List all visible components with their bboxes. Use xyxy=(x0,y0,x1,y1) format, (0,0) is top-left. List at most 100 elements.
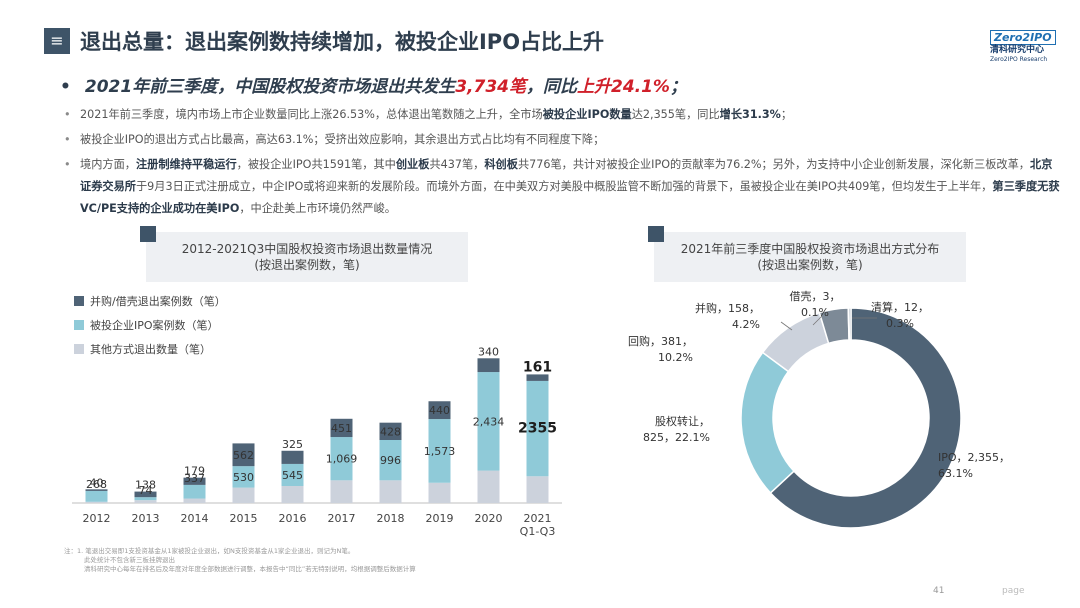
slice-label-1-line2: 825，22.1% xyxy=(643,431,710,444)
bar-chart-header-square xyxy=(140,226,156,242)
data-label-2018-series-2: 428 xyxy=(380,425,401,438)
bullet-3-bold-3: 科创板 xyxy=(484,158,518,171)
logo-cn: 清科研究中心 xyxy=(990,45,1045,55)
data-label-2019-series-2: 440 xyxy=(429,404,450,417)
bar-2020-series-2 xyxy=(477,358,500,373)
legend-swatch-2 xyxy=(74,296,84,306)
slice-label-3-line2: 4.2% xyxy=(732,318,760,331)
foot-notes: 注：1. 笔退出交易即1支投资基金从1家被投企业退出，如N支投资基金从1家企业退… xyxy=(64,547,416,574)
legend-label-0: 其他方式退出数量（笔） xyxy=(90,342,211,356)
x-tick-label-2012: 2012 xyxy=(83,512,111,525)
slice-label-0-line2: 63.1% xyxy=(938,467,973,480)
page-label: page xyxy=(1002,586,1025,596)
pie-chart-subtitle: (按退出案例数，笔) xyxy=(757,258,863,272)
note-1: 注：1. 笔退出交易即1支投资基金从1家被投企业退出，如N支投资基金从1家企业退… xyxy=(64,547,355,555)
bar-2015-series-0 xyxy=(232,487,255,503)
data-label-2020-series-1: 2,434 xyxy=(473,415,505,428)
page-number: 41 xyxy=(933,586,945,596)
data-label-2015-series-1: 530 xyxy=(233,471,254,484)
data-label-2013-series-1: 74 xyxy=(139,484,153,497)
data-label-2017-series-2: 451 xyxy=(331,422,352,435)
bar-chart-title: 2012-2021Q3中国股权投资市场退出数量情况 xyxy=(181,242,433,256)
page-title: 退出总量：退出案例数持续增加，被投企业IPO占比上升 xyxy=(80,30,605,54)
bar-chart-header: 2012-2021Q3中国股权投资市场退出数量情况 (按退出案例数，笔) xyxy=(140,226,468,282)
bar-2013-series-0 xyxy=(134,500,157,503)
bar-2016-series-1 xyxy=(281,463,304,486)
data-label-2016-series-1: 545 xyxy=(282,469,303,482)
bar-2021-series-1 xyxy=(526,380,549,477)
pie-chart-header: 2021年前三季度中国股权投资市场退出方式分布 (按退出案例数，笔) xyxy=(648,226,966,282)
data-label-2013-series-2: 138 xyxy=(135,479,156,492)
donut-slice-1 xyxy=(740,351,795,495)
headline-text-2: ，同比 xyxy=(525,77,577,97)
bullet-3: 境内方面，注册制维持平稳运行，被投企业IPO共1591笔，其中创业板共437笔，… xyxy=(62,154,1062,220)
bullet-1-text: 2021年前三季度，境内市场上市企业数量同比上涨26.53%，总体退出笔数随之上… xyxy=(80,108,543,121)
bullet-3-bold-2: 创业板 xyxy=(395,158,430,171)
x-tick-label-2013: 2013 xyxy=(132,512,160,525)
donut-slice-5 xyxy=(848,307,852,341)
bar-2018-series-0 xyxy=(379,480,402,503)
bullet-1: 2021年前三季度，境内市场上市企业数量同比上涨26.53%，总体退出笔数随之上… xyxy=(62,104,1062,126)
bar-2014-series-1 xyxy=(183,484,206,499)
legend-label-2: 并购/借壳退出案例数（笔） xyxy=(90,294,226,308)
bullet-1-bold-2: 增长31.3% xyxy=(719,108,781,121)
bullet-3-bold-4: 北京证券交易所 xyxy=(80,158,1053,193)
data-label-2012-series-2: 40 xyxy=(90,476,104,489)
x-tick-label-2021-sub: Q1-Q3 xyxy=(520,525,556,538)
headline: • 2021年前三季度，中国股权投资市场退出共发生3,734笔，同比上升24.1%… xyxy=(60,72,687,97)
bullet-1-bold: 被投企业IPO数量 xyxy=(542,108,632,121)
bar-2015-series-1 xyxy=(232,466,255,488)
bar-2017-series-0 xyxy=(330,480,353,503)
bar-2016-series-0 xyxy=(281,485,304,503)
bullet-3-end: ，中企赴美上市环境仍然严峻。 xyxy=(239,202,396,215)
slice-label-5-line1: 清算，12， xyxy=(871,300,929,314)
x-tick-label-2018: 2018 xyxy=(377,512,405,525)
bar-2012-series-0 xyxy=(85,501,108,503)
bar-2019-series-1 xyxy=(428,419,451,483)
bullet-3-bold-5: 第三季度无获VC/PE支持的企业成功在美IPO xyxy=(80,180,1060,215)
x-tick-label-2017: 2017 xyxy=(328,512,356,525)
data-label-2016-series-2: 325 xyxy=(282,438,303,451)
data-label-2018-series-1: 996 xyxy=(380,454,401,467)
data-label-2020-series-2: 340 xyxy=(478,345,499,358)
leader-line-1 xyxy=(812,315,823,326)
slice-label-4-line2: 0.1% xyxy=(801,306,829,319)
leader-line-0 xyxy=(780,321,793,331)
data-label-2014-series-1: 337 xyxy=(184,472,205,485)
bar-2013-series-1 xyxy=(134,497,157,501)
slice-label-2-line1: 回购，381， xyxy=(628,334,693,348)
bar-2021-series-2 xyxy=(526,374,549,381)
slice-label-1-line1: 股权转让， xyxy=(655,414,710,428)
bullet-3-text-3: 共437笔， xyxy=(429,158,485,171)
bullet-3-bold: 注册制维持平稳运行 xyxy=(135,158,237,171)
legend-label-1: 被投企业IPO案例数（笔） xyxy=(90,318,219,332)
headline-bullet: • xyxy=(60,77,71,97)
bullet-2-text: 被投企业IPO的退出方式占比最高，高达63.1%；受挤出效应影响，其余退出方式占… xyxy=(80,133,605,146)
x-tick-label-2020: 2020 xyxy=(475,512,503,525)
bullet-3-text-5: 于9月3日正式注册成立，中企IPO或将迎来新的发展阶段。而境外方面，在中美双方对… xyxy=(135,180,993,193)
data-label-2014-series-2: 179 xyxy=(184,465,205,478)
logo-mark: Zero2IPO xyxy=(990,30,1056,45)
donut-slice-0 xyxy=(769,307,962,529)
data-label-2015-series-2: 562 xyxy=(233,449,254,462)
data-label-2012-series-1: 268 xyxy=(86,478,107,491)
bar-2012-series-1 xyxy=(85,490,108,502)
bar-2017-series-1 xyxy=(330,437,353,481)
x-tick-label-2021: 2021 xyxy=(524,512,552,525)
bar-2018-series-2 xyxy=(379,422,402,441)
note-3: 清科研究中心每年在排名后及年度对年度全部数据进行调整，本报告中“同比”若无特别说… xyxy=(84,565,416,573)
bullet-1-text-2: 达2,355笔，同比 xyxy=(631,108,720,121)
bullet-3-text-2: ，被投企业IPO共1591笔，其中 xyxy=(236,158,396,171)
pie-chart-title: 2021年前三季度中国股权投资市场退出方式分布 xyxy=(680,242,940,256)
headline-text: 2021年前三季度，中国股权投资市场退出共发生 xyxy=(84,77,456,97)
x-tick-label-2015: 2015 xyxy=(230,512,258,525)
title-bar: ≡ 退出总量：退出案例数持续增加，被投企业IPO占比上升 Zero2IPO 清科… xyxy=(0,22,1080,63)
bar-2014-series-2 xyxy=(183,477,206,485)
slice-label-3-line1: 并购，158， xyxy=(695,301,760,315)
x-tick-label-2016: 2016 xyxy=(279,512,307,525)
note-2: 此处统计不包含新三板挂牌退出 xyxy=(84,556,175,564)
bar-2012-series-2 xyxy=(85,489,108,491)
bullet-1-end: ； xyxy=(780,108,793,121)
bar-2013-series-2 xyxy=(134,491,157,498)
